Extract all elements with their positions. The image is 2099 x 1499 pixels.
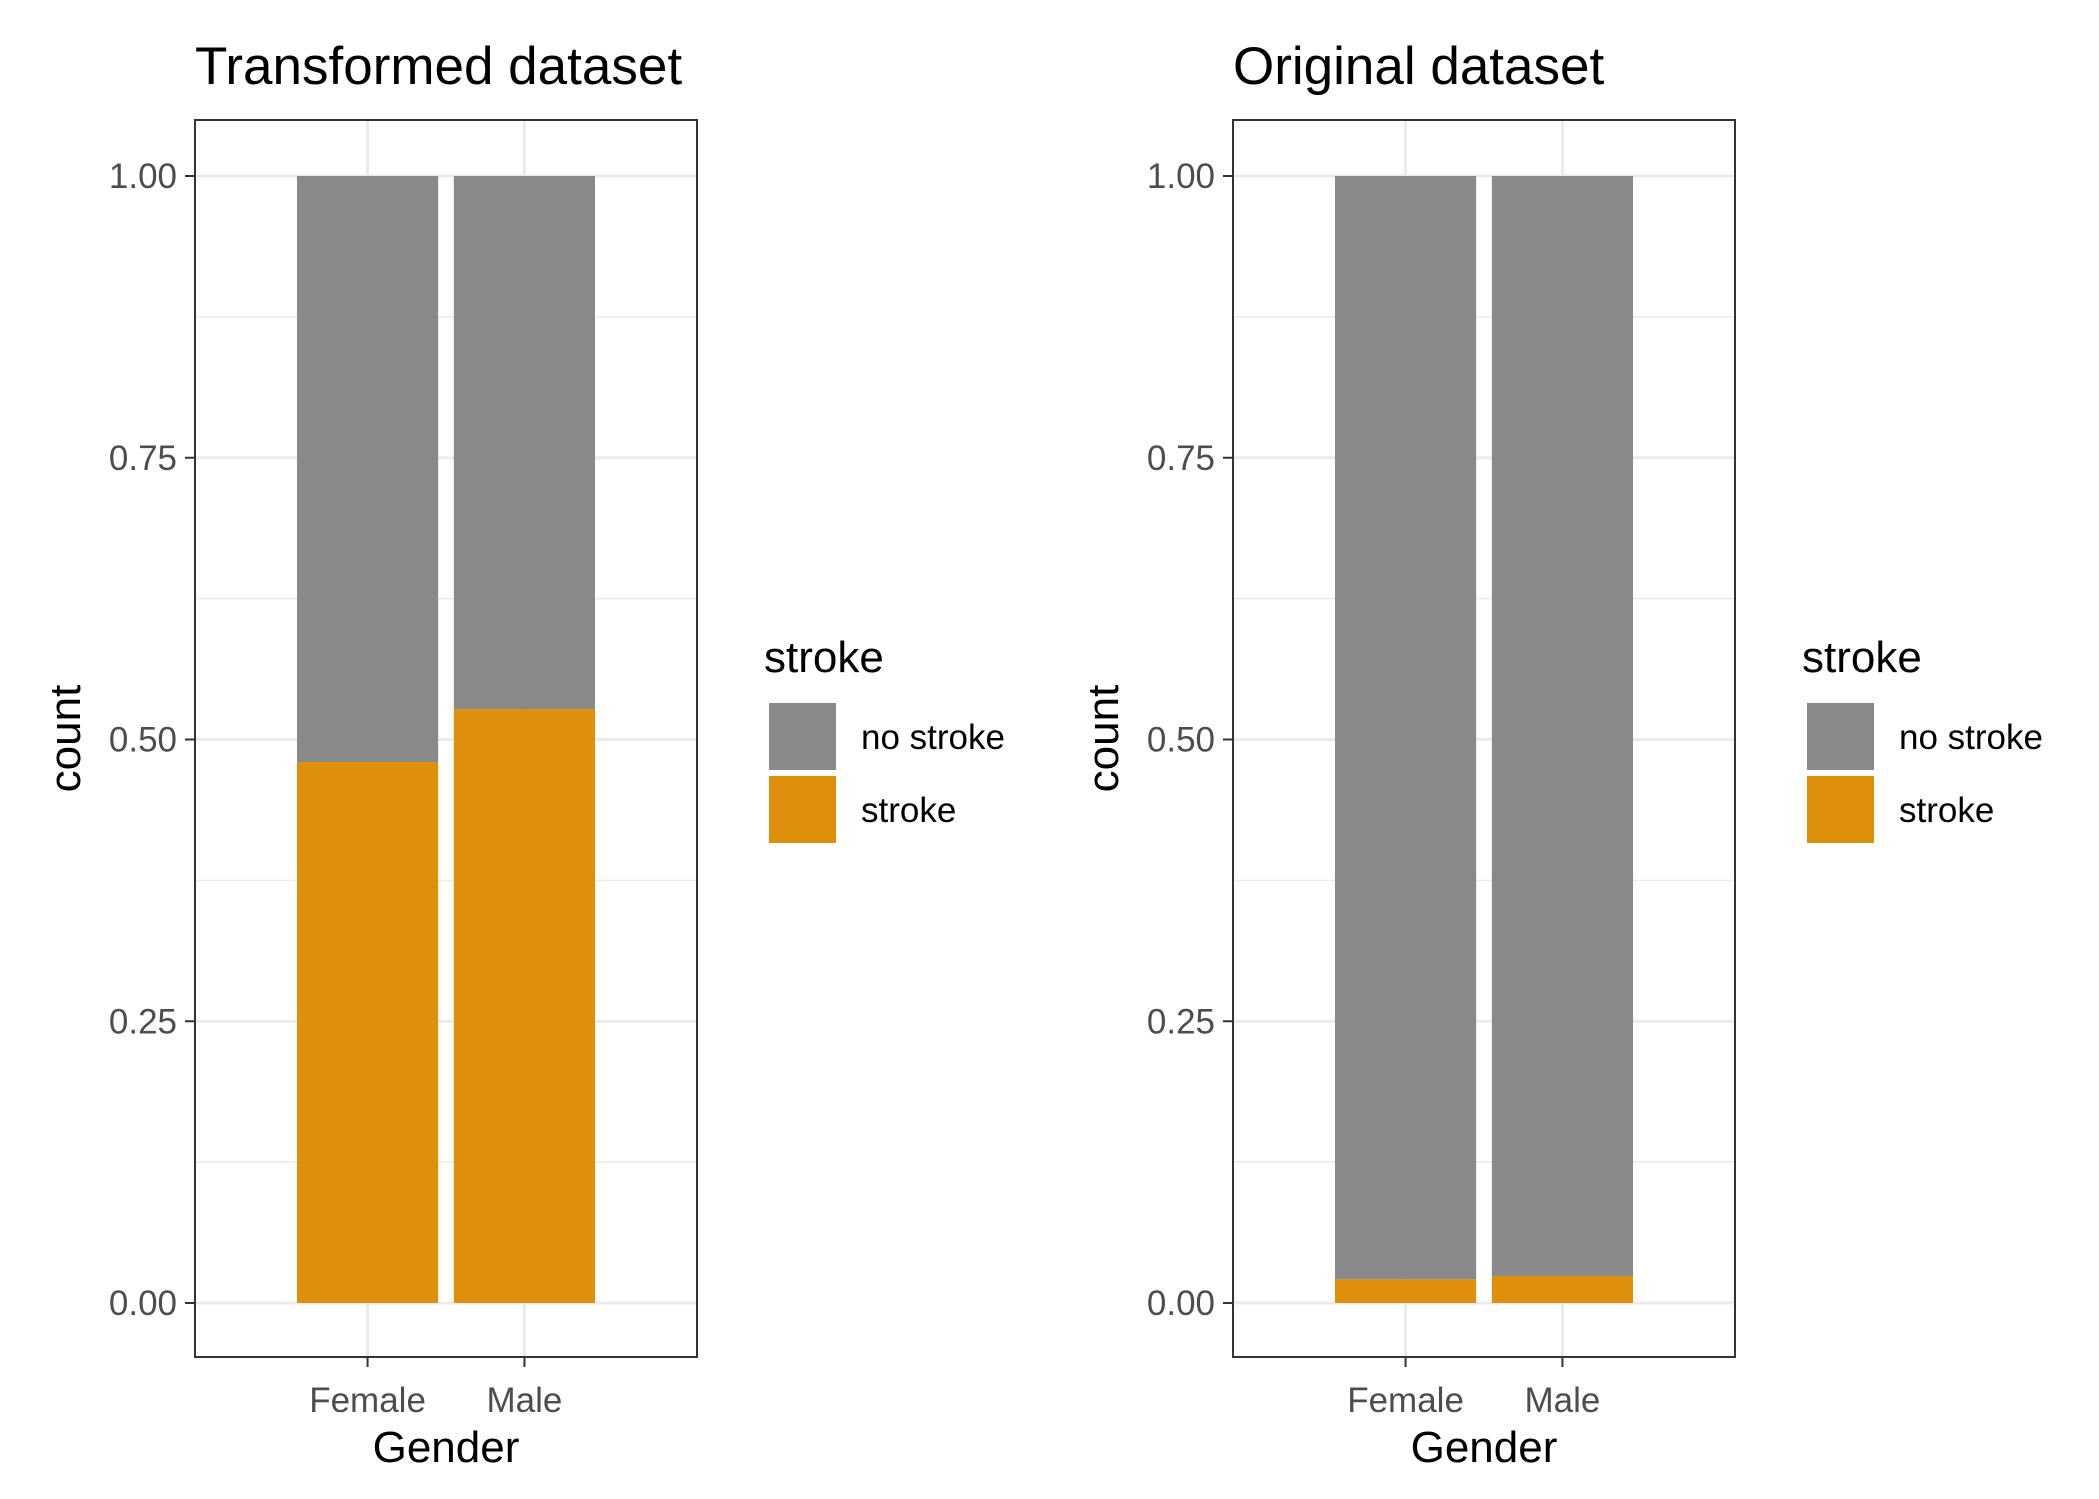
bar-no-stroke-female xyxy=(296,176,439,763)
legend-key-stroke xyxy=(769,776,836,843)
legend-key-no-stroke xyxy=(1807,703,1874,770)
x-axis-title: Gender xyxy=(1411,1423,1558,1472)
legend-title: stroke xyxy=(764,633,884,682)
legend-label: stroke xyxy=(861,791,956,830)
bar-stroke-male xyxy=(453,709,596,1303)
x-tick-label: Female xyxy=(309,1381,426,1420)
y-tick-label: 0.50 xyxy=(1147,721,1215,760)
chart-title: Transformed dataset xyxy=(195,37,682,96)
chart-panel-1: 0.00 0.25 0.50 0.75 1.00 Female Male Transforme… xyxy=(41,37,1005,1472)
legend-key-stroke xyxy=(1807,776,1874,843)
legend-label: no stroke xyxy=(861,718,1005,757)
y-tick-label: 0.00 xyxy=(109,1284,177,1323)
legend-key-no-stroke xyxy=(769,703,836,770)
chart-title: Original dataset xyxy=(1233,37,1604,96)
x-tick-label: Male xyxy=(487,1381,563,1420)
y-tick-label: 0.75 xyxy=(1147,439,1215,478)
legend: stroke no stroke stroke xyxy=(1802,633,2043,843)
bar-stroke-female xyxy=(296,762,439,1303)
bar-stroke-male xyxy=(1491,1275,1634,1303)
y-axis-title: count xyxy=(1079,685,1128,793)
legend-label: stroke xyxy=(1899,791,1994,830)
legend: stroke no stroke stroke xyxy=(764,633,1005,843)
bar-stroke-female xyxy=(1334,1279,1477,1303)
y-tick-label: 0.25 xyxy=(109,1002,177,1041)
legend-label: no stroke xyxy=(1899,718,2043,757)
y-axis-title: count xyxy=(41,685,90,793)
chart-panel-2: 0.00 0.25 0.50 0.75 1.00 Female Male Original d… xyxy=(1079,37,2043,1472)
bar-no-stroke-male xyxy=(1491,176,1634,1276)
x-tick-label: Male xyxy=(1525,1381,1601,1420)
bar-no-stroke-male xyxy=(453,176,596,710)
x-axis-title: Gender xyxy=(373,1423,520,1472)
y-tick-label: 1.00 xyxy=(1147,157,1215,196)
y-tick-label: 0.50 xyxy=(109,721,177,760)
y-tick-label: 0.75 xyxy=(109,439,177,478)
bar-no-stroke-female xyxy=(1334,176,1477,1280)
legend-title: stroke xyxy=(1802,633,1922,682)
x-tick-label: Female xyxy=(1347,1381,1464,1420)
y-tick-label: 1.00 xyxy=(109,157,177,196)
y-tick-label: 0.00 xyxy=(1147,1284,1215,1323)
y-tick-label: 0.25 xyxy=(1147,1002,1215,1041)
